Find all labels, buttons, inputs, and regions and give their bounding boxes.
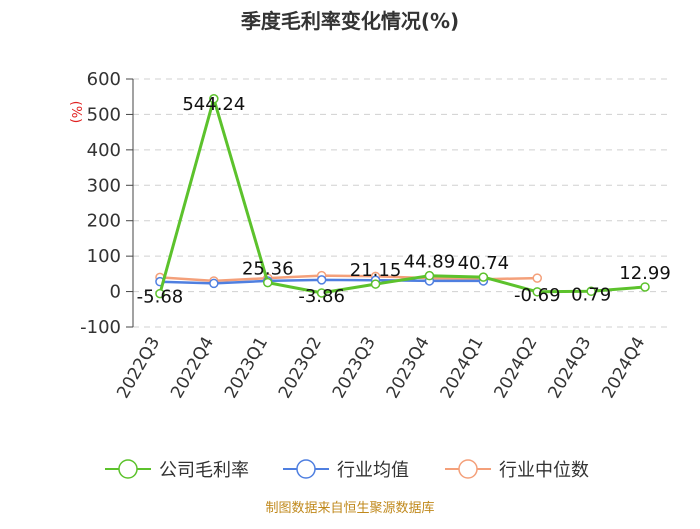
x-tick-label: 2023Q3 xyxy=(329,334,380,402)
x-tick-label: 2024Q1 xyxy=(437,333,488,401)
y-tick-label: 600 xyxy=(87,69,121,90)
data-label: -3.86 xyxy=(298,286,345,307)
legend-marker-1 xyxy=(296,459,316,479)
legend-marker-2 xyxy=(458,459,478,479)
y-tick-label: 300 xyxy=(87,175,121,196)
x-tick-label: 2023Q1 xyxy=(221,334,272,402)
data-label: 21.15 xyxy=(350,260,402,281)
chart-title: 季度毛利率变化情况(%) xyxy=(240,9,459,33)
data-label: 0.79 xyxy=(571,284,611,305)
data-label: 44.89 xyxy=(404,252,456,273)
y-tick-label: 500 xyxy=(87,104,121,125)
series-point-0 xyxy=(155,288,165,299)
series-point-0 xyxy=(209,94,219,104)
grid-layer xyxy=(133,78,672,328)
y-tick-label: 100 xyxy=(87,246,121,267)
y-tick-label: 200 xyxy=(87,211,121,232)
legend-label-1: 行业均值 xyxy=(337,460,409,481)
series-point-0 xyxy=(478,272,489,282)
series-point-1 xyxy=(209,278,219,289)
series-point-0 xyxy=(316,288,327,298)
legend-label-2: 行业中位数 xyxy=(499,460,589,481)
y-tick-label: -100 xyxy=(80,317,121,338)
series-layer xyxy=(155,94,650,299)
series-line-0 xyxy=(158,97,646,295)
series-point-2 xyxy=(532,273,542,283)
y-axis-unit: (%) xyxy=(68,101,83,124)
x-tick-label: 2024Q2 xyxy=(491,334,542,402)
series-point-1 xyxy=(316,275,327,285)
data-label: 25.36 xyxy=(242,259,294,280)
x-tick-label: 2022Q4 xyxy=(167,334,218,402)
legend-marker-0 xyxy=(118,459,138,479)
legend: 公司毛利率 行业均值 行业中位数 xyxy=(105,459,589,481)
x-tick-label: 2022Q3 xyxy=(113,334,164,402)
data-label: 40.74 xyxy=(458,253,510,274)
x-tick-label: 2023Q4 xyxy=(383,334,434,402)
y-tick-label: 400 xyxy=(87,140,121,161)
y-tick-label: 0 xyxy=(110,282,121,303)
x-tick-label: 2024Q4 xyxy=(598,334,649,402)
series-point-0 xyxy=(532,287,542,297)
series-point-0 xyxy=(263,277,273,288)
data-label: 12.99 xyxy=(619,263,671,284)
series-point-0 xyxy=(424,270,435,281)
series-point-0 xyxy=(586,286,596,297)
x-tick-label: 2023Q2 xyxy=(275,334,326,402)
series-point-0 xyxy=(640,282,650,292)
series-line-2 xyxy=(159,274,538,283)
legend-label-0: 公司毛利率 xyxy=(159,460,249,481)
data-label: -0.69 xyxy=(514,285,561,306)
series-point-0 xyxy=(370,279,381,289)
data-label: 544.24 xyxy=(182,94,245,115)
x-tick-label: 2024Q3 xyxy=(544,334,595,402)
source-note: 制图数据来自恒生聚源数据库 xyxy=(265,500,434,516)
data-label: -5.68 xyxy=(137,287,184,308)
